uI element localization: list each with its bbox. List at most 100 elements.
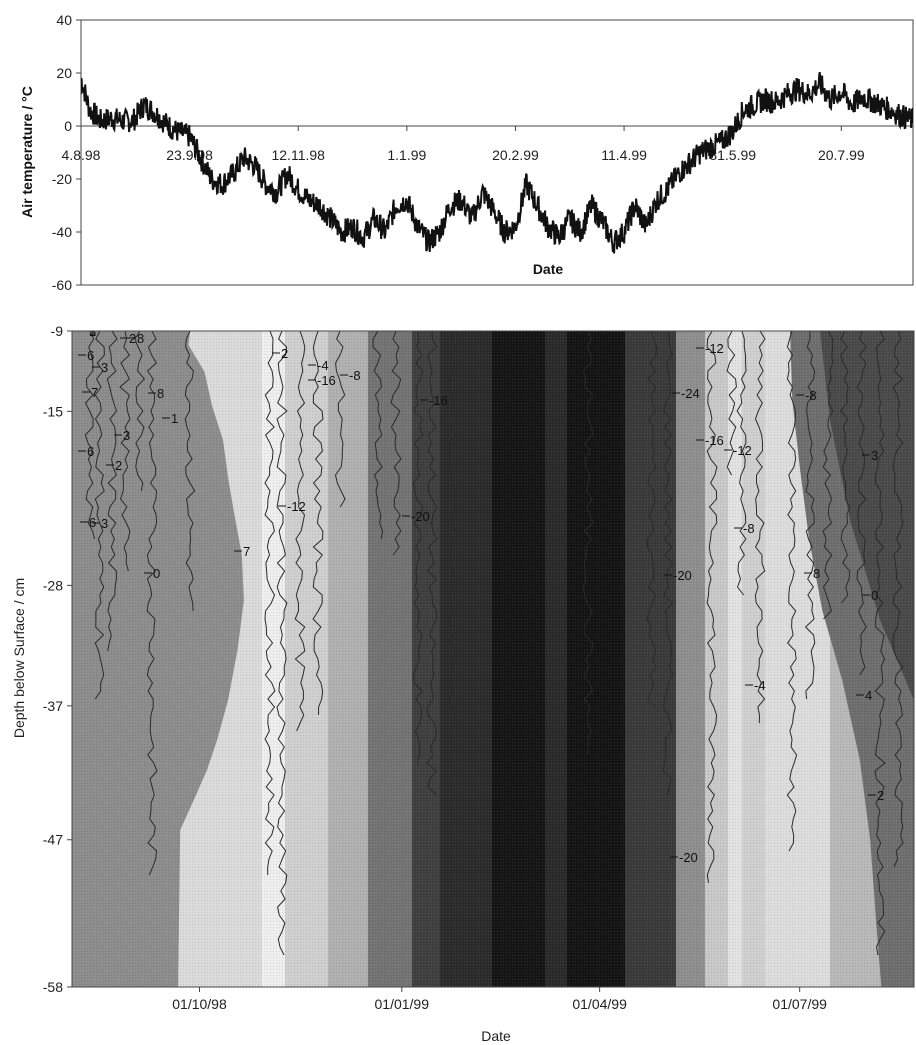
contour-label: 4 [865,688,872,703]
contour-label: -8 [743,521,755,536]
x-tick-label: 12.11.98 [271,147,325,163]
contour-line [582,331,594,756]
contour-line [119,331,131,572]
contour-label: 1 [171,411,178,426]
contour-label: 3 [123,428,130,443]
y-tick-label: 20 [56,65,72,81]
contour-line [94,331,105,700]
y-tick-label: -15 [43,403,63,419]
y-tick-label: -9 [51,323,64,339]
x-tick-label: 01/01/99 [375,996,430,1012]
contour-label: -20 [411,509,430,524]
contour-label: -8 [349,368,361,383]
x-tick-label: 11.4.99 [601,147,647,163]
contour-label: 2 [115,458,122,473]
y-tick-label: -58 [43,979,63,995]
contour-label: 6 [87,348,94,363]
air-temperature-series-line [81,71,913,254]
y-tick-label: -37 [43,698,63,714]
contour-label: -4 [317,358,329,373]
top-y-axis-title: Air temperature / °C [19,86,35,218]
contour-line [334,331,346,508]
contour-label: 8 [157,386,164,401]
y-tick-label: -47 [43,832,63,848]
contour-line [372,331,384,540]
x-tick-label: 1.1.99 [387,147,426,163]
contour-line [84,331,96,540]
contour-label: -20 [679,850,698,865]
contour-line [840,331,851,604]
contour-line [786,331,798,852]
contour-line [892,331,904,868]
contour-label: 2 [281,346,288,361]
contour-label: 2 [877,788,884,803]
bottom-y-axis-title: Depth below Surface / cm [11,578,27,738]
contour-label: -16 [705,433,724,448]
y-tick-label: 40 [56,12,72,28]
contour-label: 7 [243,544,250,559]
contour-line [662,331,674,796]
x-tick-label: 01/07/99 [772,996,827,1012]
contour-line [822,331,834,620]
contour-label: -12 [733,443,752,458]
contour-line [134,331,146,492]
air-temperature-panel: 40 20 0 -20 -40 -60 4.8.98 23.9.98 12.11.98 1.1.… [19,12,914,293]
contour-line [412,331,424,764]
top-x-axis-title: Date [533,261,564,277]
contour-line [106,331,118,652]
contour-label: 7 [91,385,98,400]
contour-line [146,331,158,876]
contour-line [312,331,324,716]
contour-line [184,331,196,612]
contour-label: 0 [153,566,160,581]
x-tick-label: 20.2.99 [492,147,539,163]
contour-label: 8 [813,566,820,581]
contour-line [736,331,747,596]
contour-label: 3 [101,516,108,531]
top-y-ticks: 40 20 0 -20 -40 -60 [52,12,81,293]
contour-line [874,331,886,956]
contour-line [276,331,288,956]
contour-line [646,331,658,708]
contour-label: 0 [871,588,878,603]
contour-label: -12 [287,499,306,514]
top-plot-frame [80,19,914,286]
contour-line [856,331,867,676]
bottom-plot-frame [71,330,915,988]
contour-label: 6 [87,444,94,459]
contour-label: -20 [673,568,692,583]
x-tick-label: 01/04/99 [572,996,627,1012]
contour-line [446,331,458,724]
bottom-x-ticks: 01/10/98 01/01/99 01/04/99 01/07/99 [172,987,827,1012]
bottom-x-axis-title: Date [481,1028,511,1044]
stipple-overlay [72,331,914,987]
contour-line [706,331,718,884]
y-tick-label: -28 [43,577,63,593]
contour-label: -24 [681,386,700,401]
contour-label: 8 [137,331,144,346]
contour-label: 1 [89,324,96,339]
y-tick-label: -20 [52,171,72,187]
contour-line [390,331,402,556]
contour-label: 3 [101,360,108,375]
contour-lines [84,331,904,956]
x-tick-label: 23.9.98 [166,147,213,163]
y-tick-label: -40 [52,224,72,240]
x-tick-label: 4.8.98 [62,147,101,163]
contour-line [426,331,438,796]
contour-label: -4 [754,678,766,693]
bottom-y-ticks: -9 -15 -28 -37 -47 -58 [43,323,72,995]
y-tick-label: -60 [52,277,72,293]
depth-temperature-panel: 3268378136263702-4-12-8-16-16-20-24-12-1… [11,323,915,1044]
contour-label: -16 [317,373,336,388]
x-tick-label: 01/10/98 [172,996,227,1012]
contour-line [754,331,766,724]
contour-label: 3 [871,448,878,463]
contour-line [726,331,737,476]
contour-label: -12 [705,341,724,356]
contour-line [264,331,276,875]
x-tick-label: 31.5.99 [709,147,756,163]
contour-line [294,331,306,732]
contour-label: -16 [429,393,448,408]
